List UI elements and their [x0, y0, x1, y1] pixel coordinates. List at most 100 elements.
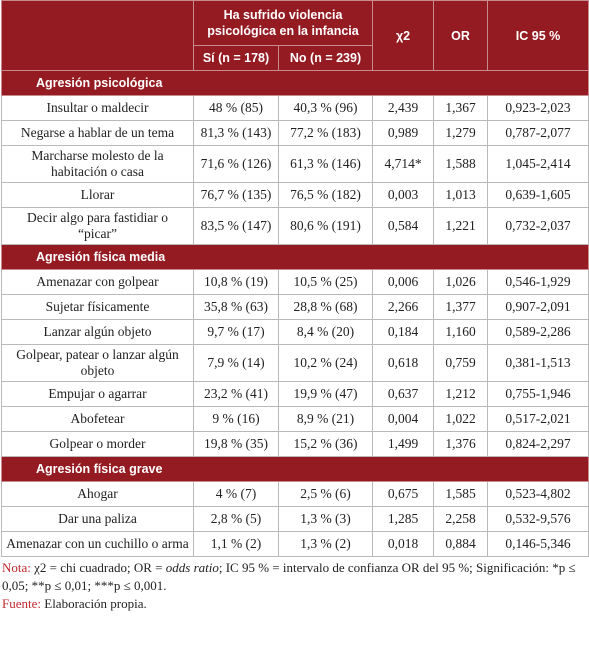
cell: 80,6 % (191) [277, 207, 374, 245]
row-label: Amenazar con golpear [1, 269, 194, 295]
data-row: Marcharse molesto de la habitación o cas… [1, 145, 589, 183]
cell: 0,589-2,286 [487, 319, 589, 345]
cell: 23,2 % (41) [193, 381, 279, 407]
row-label: Sujetar físicamente [1, 294, 194, 320]
cell: 1,588 [433, 145, 489, 183]
cell: 7,9 % (14) [193, 344, 279, 382]
data-row: Dar una paliza 2,8 % (5) 1,3 % (3) 1,285 2,2… [1, 506, 589, 532]
cell: 1,221 [433, 207, 489, 245]
cell: 71,6 % (126) [193, 145, 279, 183]
section-row: Agresión física media [0, 244, 589, 270]
cell: 40,3 % (96) [277, 95, 374, 121]
cell: 0,004 [372, 406, 435, 432]
cell: 9 % (16) [193, 406, 279, 432]
note-text: χ2 = chi cuadrado; OR = [30, 560, 166, 575]
cell: 10,2 % (24) [277, 344, 374, 382]
cell: 0,618 [372, 344, 435, 382]
notes: Nota: χ2 = chi cuadrado; OR = odds ratio… [0, 557, 589, 613]
cell: 0,637 [372, 381, 435, 407]
table-body: Agresión psicológica Insultar o maldecir 4… [0, 70, 589, 557]
cell: 0,989 [372, 120, 435, 146]
cell: 1,367 [433, 95, 489, 121]
cell: 0,584 [372, 207, 435, 245]
cell: 10,8 % (19) [193, 269, 279, 295]
data-row: Golpear o morder 19,8 % (35) 15,2 % (36) 1,… [1, 431, 589, 457]
data-row: Negarse a hablar de un tema 81,3 % (143) 7… [1, 120, 589, 146]
cell: 0,018 [372, 531, 435, 557]
source-text: Elaboración propia. [41, 596, 147, 611]
cell: 83,5 % (147) [193, 207, 279, 245]
data-row: Sujetar físicamente 35,8 % (63) 28,8 % (68… [1, 294, 589, 320]
cell: 1,279 [433, 120, 489, 146]
row-label: Golpear o morder [1, 431, 194, 457]
source: Fuente: Elaboración propia. [2, 595, 587, 613]
cell: 0,523-4,802 [487, 481, 589, 507]
column-header: OR [433, 0, 489, 71]
row-label: Llorar [1, 182, 194, 208]
cell: 1,013 [433, 182, 489, 208]
cell: 1,285 [372, 506, 435, 532]
row-label: Dar una paliza [1, 506, 194, 532]
row-label: Empujar o agarrar [1, 381, 194, 407]
data-row: Insultar o maldecir 48 % (85) 40,3 % (96) 2… [1, 95, 589, 121]
cell: 76,7 % (135) [193, 182, 279, 208]
data-row: Decir algo para fastidiar o “picar” 83,5 … [1, 207, 589, 245]
cell: 1,3 % (3) [277, 506, 374, 532]
cell: 1,3 % (2) [277, 531, 374, 557]
cell: 35,8 % (63) [193, 294, 279, 320]
cell: 1,045-2,414 [487, 145, 589, 183]
cell: 9,7 % (17) [193, 319, 279, 345]
note-label: Nota: [2, 560, 31, 575]
subcolumn-header: No (n = 239) [277, 45, 374, 71]
section-title: Agresión psicológica [0, 70, 589, 96]
cell: 0,907-2,091 [487, 294, 589, 320]
cell: 19,8 % (35) [193, 431, 279, 457]
cell: 77,2 % (183) [277, 120, 374, 146]
row-label: Insultar o maldecir [1, 95, 194, 121]
data-row: Abofetear 9 % (16) 8,9 % (21) 0,004 1,022 0,5… [1, 406, 589, 432]
cell: 1,022 [433, 406, 489, 432]
section-row: Agresión psicológica [0, 70, 589, 96]
cell: 1,1 % (2) [193, 531, 279, 557]
data-row: Amenazar con un cuchillo o arma 1,1 % (2)… [1, 531, 589, 557]
row-label: Abofetear [1, 406, 194, 432]
cell: 1,026 [433, 269, 489, 295]
cell: 0,639-1,605 [487, 182, 589, 208]
cell: 2,439 [372, 95, 435, 121]
cell: 8,9 % (21) [277, 406, 374, 432]
cell: 1,160 [433, 319, 489, 345]
column-header: χ2 [372, 0, 435, 71]
cell: 0,755-1,946 [487, 381, 589, 407]
row-label: Ahogar [1, 481, 194, 507]
row-label: Negarse a hablar de un tema [1, 120, 194, 146]
data-row: Golpear, patear o lanzar algún objeto 7,9… [1, 344, 589, 382]
cell: 0,532-9,576 [487, 506, 589, 532]
data-row: Lanzar algún objeto 9,7 % (17) 8,4 % (20) 0… [1, 319, 589, 345]
row-label: Golpear, patear o lanzar algún objeto [1, 344, 194, 382]
note-text: ; IC 95 % = intervalo de confianza OR de… [2, 560, 576, 593]
results-table: Ha sufrido violencia psicológica en la i… [0, 0, 589, 557]
section-row: Agresión física grave [0, 456, 589, 482]
cell: 19,9 % (47) [277, 381, 374, 407]
cell: 81,3 % (143) [193, 120, 279, 146]
section-title: Agresión física grave [0, 456, 589, 482]
row-label: Amenazar con un cuchillo o arma [1, 531, 194, 557]
cell: 10,5 % (25) [277, 269, 374, 295]
data-row: Llorar 76,7 % (135) 76,5 % (182) 0,003 1,013… [1, 182, 589, 208]
cell: 0,146-5,346 [487, 531, 589, 557]
cell: 8,4 % (20) [277, 319, 374, 345]
cell: 4,714* [372, 145, 435, 183]
cell: 0,546-1,929 [487, 269, 589, 295]
data-row: Empujar o agarrar 23,2 % (41) 19,9 % (47) 0… [1, 381, 589, 407]
cell: 1,376 [433, 431, 489, 457]
cell: 0,184 [372, 319, 435, 345]
cell: 0,003 [372, 182, 435, 208]
cell: 48 % (85) [193, 95, 279, 121]
cell: 0,675 [372, 481, 435, 507]
cell: 1,212 [433, 381, 489, 407]
note-text: odds ratio [165, 560, 219, 575]
cell: 1,377 [433, 294, 489, 320]
cell: 1,499 [372, 431, 435, 457]
source-label: Fuente: [2, 596, 41, 611]
